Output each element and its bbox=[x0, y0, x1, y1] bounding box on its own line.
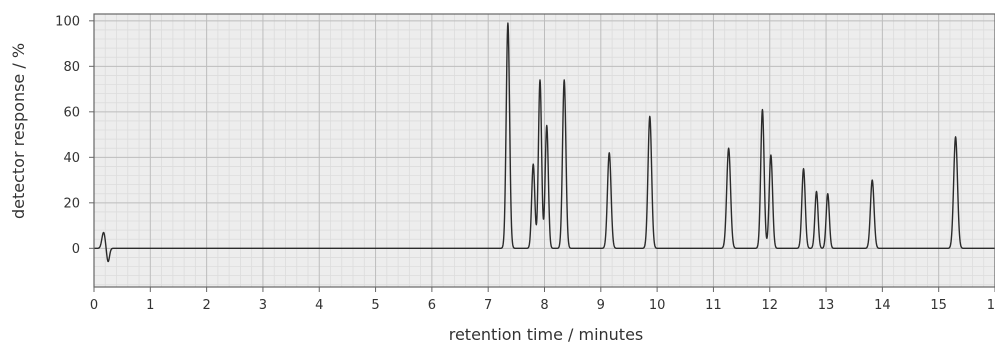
y-tick-label: 20 bbox=[63, 196, 80, 211]
peak-point bbox=[539, 79, 541, 81]
peak-point bbox=[802, 168, 804, 170]
x-axis-title: retention time / minutes bbox=[449, 325, 644, 344]
peak-point bbox=[546, 124, 548, 126]
axes bbox=[89, 13, 995, 292]
x-tick-label: 15 bbox=[930, 298, 947, 313]
x-tick-label: 4 bbox=[315, 298, 323, 313]
y-tick-label: 40 bbox=[63, 151, 80, 166]
x-tick-label: 7 bbox=[484, 298, 492, 313]
peak-point bbox=[761, 108, 763, 110]
x-tick-label: 1 bbox=[146, 298, 154, 313]
peak-point bbox=[563, 79, 565, 81]
y-axis-title: detector response / % bbox=[9, 43, 28, 219]
peak-point bbox=[815, 190, 817, 192]
tick-labels: 012345678910111213141516020406080100 bbox=[55, 14, 995, 313]
y-tick-label: 0 bbox=[72, 242, 80, 257]
peak-point bbox=[727, 147, 729, 149]
x-tick-label: 16 bbox=[987, 298, 995, 313]
x-tick-label: 5 bbox=[371, 298, 379, 313]
x-tick-label: 8 bbox=[540, 298, 548, 313]
y-tick-label: 100 bbox=[55, 14, 80, 29]
chromatogram-trace bbox=[93, 22, 995, 263]
x-tick-label: 3 bbox=[259, 298, 267, 313]
x-tick-label: 12 bbox=[761, 298, 778, 313]
x-tick-label: 0 bbox=[90, 298, 98, 313]
peak-point bbox=[954, 136, 956, 138]
x-tick-label: 2 bbox=[202, 298, 210, 313]
x-tick-label: 13 bbox=[818, 298, 835, 313]
x-tick-label: 6 bbox=[428, 298, 436, 313]
x-tick-label: 9 bbox=[597, 298, 605, 313]
y-tick-label: 60 bbox=[63, 105, 80, 120]
x-tick-label: 14 bbox=[874, 298, 891, 313]
trace-layer bbox=[93, 22, 995, 263]
peak-point bbox=[507, 22, 509, 24]
peak-point bbox=[827, 193, 829, 195]
grid bbox=[93, 14, 995, 287]
peak-point bbox=[770, 154, 772, 156]
peak-point bbox=[608, 152, 610, 154]
peak-point bbox=[871, 179, 873, 181]
x-tick-label: 11 bbox=[705, 298, 722, 313]
x-tick-label: 10 bbox=[649, 298, 666, 313]
y-tick-label: 80 bbox=[63, 60, 80, 75]
peak-point bbox=[649, 115, 651, 117]
peak-point bbox=[532, 163, 534, 165]
